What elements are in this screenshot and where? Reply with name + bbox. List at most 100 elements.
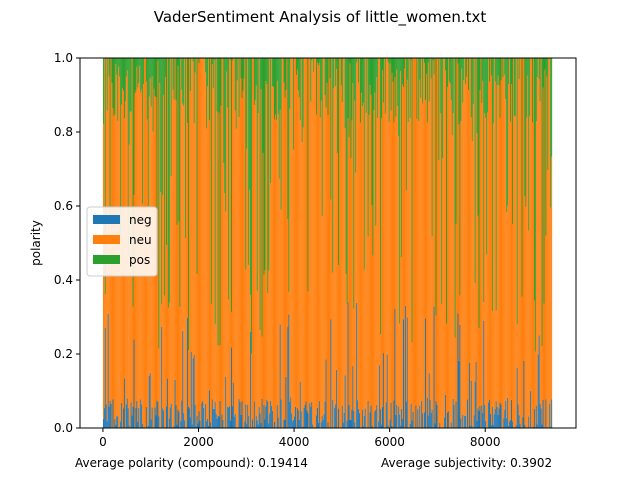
neg-bar (455, 401, 457, 428)
neg-bar (489, 400, 491, 428)
neu-bar (203, 58, 205, 408)
neg-bar (492, 424, 494, 428)
neu-bar (378, 58, 380, 422)
neg-bar (131, 415, 133, 428)
neu-bar (447, 58, 449, 412)
neu-bar (263, 274, 265, 405)
y-tick-label: 0.0 (54, 421, 73, 435)
pos-bar (526, 58, 528, 118)
neu-bar (157, 60, 159, 402)
neu-bar (543, 303, 545, 428)
neg-bar (169, 407, 171, 428)
neg-bar (497, 414, 499, 428)
pos-bar (307, 58, 309, 292)
neu-bar (205, 72, 207, 404)
pos-bar (198, 58, 200, 64)
neg-bar (303, 407, 305, 428)
neu-bar (372, 255, 374, 428)
pos-bar (216, 58, 218, 112)
neg-bar (334, 407, 336, 428)
neg-bar (294, 416, 296, 428)
neg-bar (258, 406, 260, 428)
pos-bar (134, 58, 136, 94)
neu-bar (291, 58, 293, 414)
neu-bar (311, 60, 313, 402)
neu-bar (187, 350, 189, 407)
pos-bar (121, 58, 123, 105)
pos-bar (187, 58, 189, 351)
neg-bar (123, 378, 125, 428)
neu-bar (498, 85, 500, 409)
pos-bar (218, 58, 220, 113)
neg-bar (189, 417, 191, 428)
neu-bar (274, 114, 276, 428)
pos-bar (136, 58, 138, 67)
neu-bar (235, 128, 237, 428)
neg-bar (130, 402, 132, 428)
neg-bar (370, 405, 372, 428)
neu-bar (180, 58, 182, 422)
neg-bar (541, 424, 543, 428)
neg-bar (325, 359, 327, 428)
neu-bar (542, 87, 544, 400)
neu-bar (325, 107, 327, 360)
neu-bar (321, 215, 323, 417)
pos-bar (246, 58, 248, 149)
neu-bar (531, 58, 533, 428)
neg-bar (317, 422, 319, 428)
pos-bar (355, 58, 357, 173)
neg-bar (349, 419, 351, 428)
neg-bar (231, 347, 232, 428)
neu-bar (524, 196, 526, 425)
neu-bar (176, 224, 178, 425)
neu-bar (251, 353, 253, 428)
neg-bar (367, 400, 369, 428)
neg-bar (289, 401, 291, 428)
neg-bar (389, 419, 391, 428)
neu-bar (501, 58, 503, 428)
neu-bar (232, 58, 234, 383)
neu-bar (443, 59, 445, 428)
pos-bar (242, 58, 244, 91)
neg-bar (201, 403, 203, 428)
neu-bar (540, 58, 542, 409)
neg-bar (260, 422, 262, 428)
neg-bar (500, 404, 502, 428)
pos-bar (457, 58, 459, 64)
neg-bar (147, 425, 149, 428)
legend: neg neu pos (86, 206, 158, 277)
pos-bar (285, 58, 287, 91)
neg-bar (361, 409, 363, 428)
neu-bar (489, 59, 491, 414)
neu-bar (237, 58, 239, 428)
neu-bar (161, 304, 163, 327)
neg-bar (422, 413, 424, 428)
neg-bar (453, 404, 455, 428)
neu-bar (315, 58, 317, 428)
pos-bar (129, 58, 131, 112)
pos-bar (138, 58, 140, 84)
neu-bar (532, 122, 534, 429)
pos-bar (365, 58, 367, 113)
neu-bar (435, 315, 437, 402)
pos-bar (235, 58, 237, 129)
pos-bar (424, 58, 426, 64)
neg-bar (470, 380, 472, 428)
neu-bar (532, 58, 534, 427)
neu-bar (317, 62, 319, 408)
neg-bar (137, 421, 139, 428)
neu-bar (260, 89, 262, 423)
neg-bar (386, 354, 388, 428)
pos-bar (279, 58, 281, 110)
neu-bar (516, 324, 518, 368)
neg-bar (517, 404, 519, 428)
neu-bar (475, 58, 477, 362)
pos-bar (164, 58, 166, 296)
neu-bar (528, 230, 530, 417)
neg-bar (110, 403, 112, 428)
neg-bar (336, 369, 338, 428)
neg-bar (145, 406, 147, 428)
neu-bar (353, 308, 355, 411)
neu-bar (272, 86, 274, 411)
neg-bar (232, 382, 234, 428)
